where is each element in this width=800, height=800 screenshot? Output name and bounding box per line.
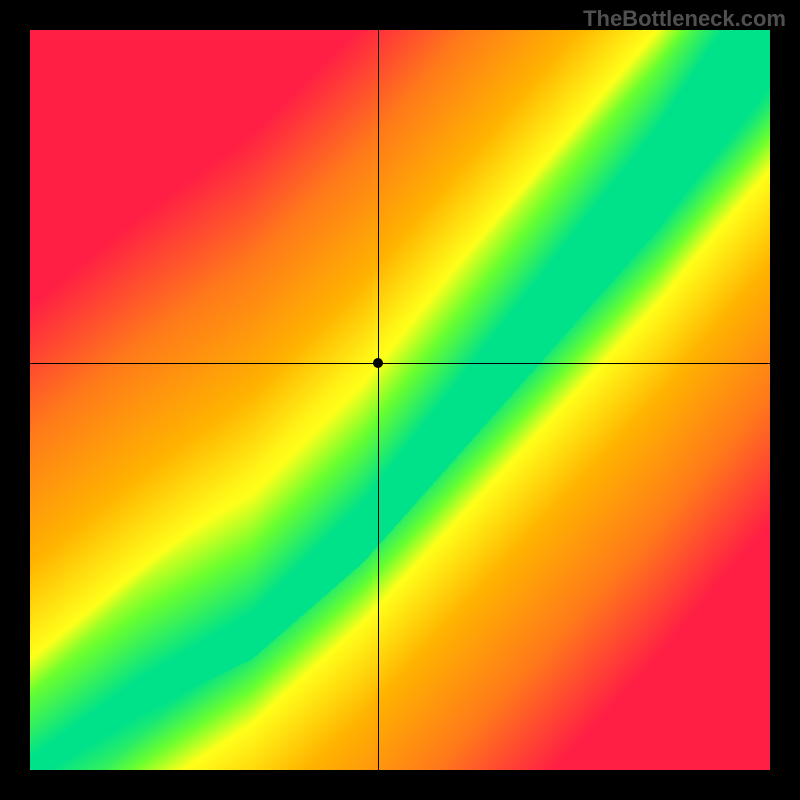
crosshair-horizontal: [30, 363, 770, 364]
chart-container: TheBottleneck.com: [0, 0, 800, 800]
crosshair-vertical: [378, 30, 379, 770]
data-point-marker: [373, 358, 383, 368]
attribution-text: TheBottleneck.com: [583, 6, 786, 32]
heatmap-canvas: [30, 30, 770, 770]
plot-area: [30, 30, 770, 770]
